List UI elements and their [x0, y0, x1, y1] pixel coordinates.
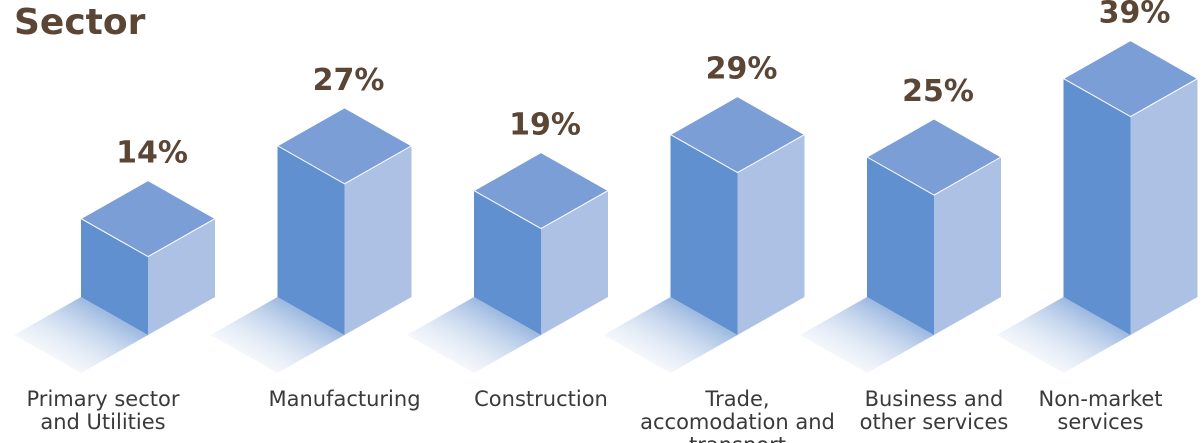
- chart-title: Sector: [14, 2, 146, 43]
- bar-left-face: [867, 157, 934, 335]
- bar-top: [865, 118, 1003, 196]
- category-label: Trade, accomodation and transport: [640, 387, 835, 443]
- bar-left-face: [1063, 78, 1131, 335]
- value-label: 39%: [1099, 0, 1171, 31]
- value-label: 29%: [706, 52, 778, 87]
- bar-left-face: [81, 218, 148, 335]
- bar-right-face: [737, 134, 805, 335]
- bar-right-face: [148, 218, 215, 335]
- bar-top: [1062, 40, 1199, 118]
- bar-top: [669, 96, 806, 174]
- value-label: 27%: [313, 63, 385, 98]
- bar-right-face: [344, 145, 412, 335]
- category-label: Business and other services: [859, 387, 1009, 434]
- bar-top: [472, 152, 610, 230]
- value-label: 19%: [509, 108, 581, 143]
- bar-top: [79, 180, 217, 258]
- value-label: 25%: [902, 74, 974, 109]
- bar-left-face: [277, 145, 345, 335]
- bar-left-face: [670, 134, 738, 335]
- bar-right-face: [541, 190, 608, 335]
- value-label: 14%: [116, 136, 188, 171]
- category-label: Construction: [474, 387, 608, 411]
- category-label: Non-market services: [1038, 387, 1163, 434]
- bar-top: [276, 107, 413, 185]
- category-label: Primary sector and Utilities: [26, 387, 180, 434]
- bar-left-face: [474, 190, 541, 335]
- bar-right-face: [934, 157, 1001, 335]
- category-label: Manufacturing: [268, 387, 421, 411]
- bar-right-face: [1130, 78, 1198, 335]
